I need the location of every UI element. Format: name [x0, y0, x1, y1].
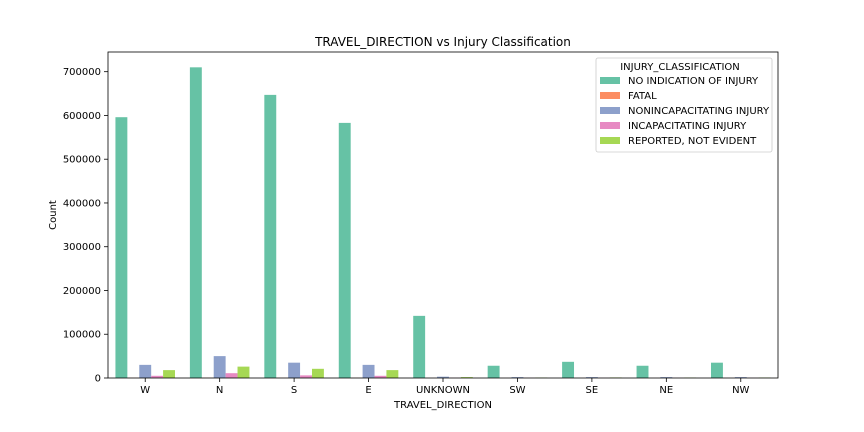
legend-frame [595, 57, 773, 153]
legend-swatch [600, 77, 620, 84]
legend-item-label: NONINCAPACITATING INJURY [628, 106, 770, 117]
bar [225, 373, 238, 378]
bar [460, 377, 473, 378]
x-tick-label: UNKNOWN [416, 385, 470, 396]
legend-swatch [600, 122, 620, 129]
bar [163, 370, 175, 378]
legend-item-label: INCAPACITATING INJURY [628, 121, 747, 132]
legend-swatch [600, 137, 620, 144]
bar [115, 117, 128, 378]
bar [636, 365, 649, 378]
plot-frame [107, 51, 779, 379]
bar [734, 377, 747, 378]
bar [413, 315, 426, 378]
bar [139, 364, 152, 378]
bar [487, 365, 500, 378]
y-tick-label: 700000 [63, 67, 101, 78]
legend-item-label: NO INDICATION OF INJURY [628, 76, 759, 87]
x-tick-label: S [291, 385, 297, 396]
x-tick-label: SW [509, 385, 525, 396]
bar [237, 366, 250, 378]
bar [386, 370, 399, 378]
x-tick-label: NE [659, 385, 673, 396]
legend: INJURY_CLASSIFICATION NO INDICATION OF IN… [595, 57, 773, 153]
legend-swatch [600, 92, 620, 99]
bar [151, 375, 164, 378]
bar [511, 377, 524, 378]
legend-item-label: FATAL [628, 91, 657, 102]
x-tick-label: NW [732, 385, 749, 396]
x-axis: W N S E UNKNOWN SW SE NE NW [140, 378, 750, 396]
x-tick-label: W [140, 385, 150, 396]
bar [711, 362, 723, 378]
bar [288, 362, 301, 378]
y-tick-label: 0 [95, 374, 101, 385]
y-axis-label: Count [48, 200, 59, 230]
x-axis-label: TRAVEL_DIRECTION [393, 400, 492, 411]
bar [311, 368, 324, 378]
legend-title: INJURY_CLASSIFICATION [620, 62, 740, 73]
y-tick-label: 100000 [63, 330, 101, 341]
y-tick-label: 600000 [63, 111, 101, 122]
chart-title: TRAVEL_DIRECTION vs Injury Classificatio… [314, 35, 571, 49]
bar [585, 377, 598, 378]
y-tick-label: 500000 [63, 155, 101, 166]
y-tick-label: 300000 [63, 242, 101, 253]
y-tick-label: 400000 [63, 198, 101, 209]
bar [660, 377, 673, 378]
bar [189, 67, 202, 378]
y-axis: 0 100000 200000 300000 400000 500000 600000 700… [63, 67, 108, 385]
bar [374, 375, 387, 378]
bar [562, 361, 575, 378]
bar [437, 376, 449, 378]
x-tick-label: N [216, 385, 223, 396]
bars-group [115, 67, 771, 378]
bar [213, 356, 226, 378]
legend-swatch [600, 107, 620, 114]
bar [338, 122, 351, 378]
y-tick-label: 200000 [63, 286, 101, 297]
legend-item-label: REPORTED, NOT EVIDENT [628, 136, 757, 147]
bar [300, 375, 312, 378]
bar [264, 94, 277, 378]
x-tick-label: E [365, 385, 371, 396]
bar [362, 364, 375, 378]
x-tick-label: SE [586, 385, 599, 396]
